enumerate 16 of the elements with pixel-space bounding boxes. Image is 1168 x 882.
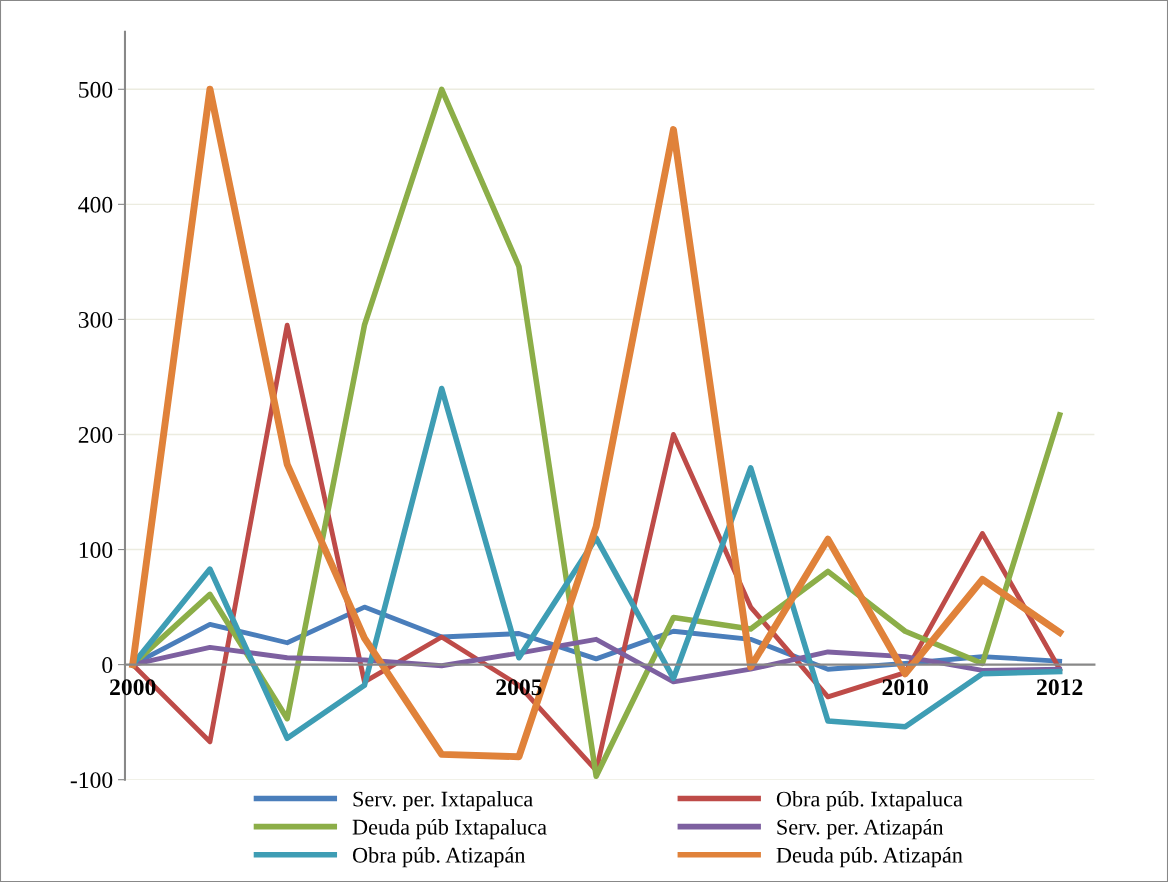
legend-label: Obra púb. Ixtapaluca [776,790,963,812]
legend-label: Deuda púb Ixtapaluca [352,818,547,840]
x-tick-label: 2010 [882,679,928,696]
y-tick-label: 500 [79,81,113,98]
y-tick-label: 200 [78,426,113,443]
y-tick-label: 400 [78,196,113,213]
legend-label: Deuda púb. Atizapán [776,847,963,868]
y-tick-label: -100 [70,772,113,789]
legend-label: Serv. per. Ixtapaluca [353,790,533,812]
legend-label: Obra púb. Atizapán [352,847,526,868]
y-tick-label: 300 [78,311,113,328]
y-tick-label: 100 [79,542,113,558]
legend-label: Serv. per. Atizapán [777,818,944,840]
y-tick-label: 0 [102,657,113,674]
x-tick-label: 2000 [110,679,156,696]
x-tick-label: 2012 [1037,679,1083,696]
